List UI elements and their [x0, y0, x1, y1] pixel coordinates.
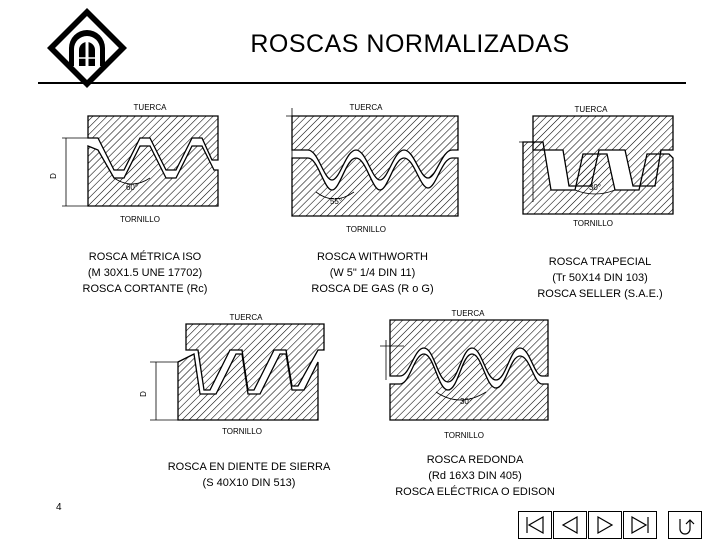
angle-label: 60° [126, 183, 138, 192]
first-slide-button[interactable] [518, 511, 552, 539]
screw-profile [87, 145, 219, 207]
next-slide-button[interactable] [588, 511, 622, 539]
nut-label: TUERCA [452, 309, 486, 318]
previous-icon [561, 515, 578, 535]
caption-line: (S 40X10 DIN 513) [202, 477, 296, 489]
next-icon [597, 515, 614, 535]
caption-line: ROSCA ELÉCTRICA O EDISON [395, 486, 555, 498]
screw-label: TORNILLO [120, 215, 160, 224]
caption-line: ROSCA REDONDA [426, 454, 524, 466]
screw-label: TORNILLO [346, 225, 386, 234]
first-icon [526, 515, 544, 535]
title-divider [38, 82, 686, 84]
screw-profile [291, 157, 459, 217]
screw-profile [522, 141, 674, 215]
caption-line: ROSCA EN DIENTE DE SIERRA [167, 461, 331, 473]
caption-line: (Rd 16X3 DIN 405) [428, 470, 522, 482]
caption-line: (M 30X1.5 UNE 17702) [87, 267, 203, 279]
nut-profile [185, 323, 325, 391]
withworth-thread-diagram: TUERCA TORNILLO 55° [286, 103, 459, 234]
diameter-label: D [49, 173, 58, 179]
page-title: ROSCAS NORMALIZADAS [250, 30, 570, 58]
caption-line: ROSCA TRAPECIAL [548, 256, 652, 268]
last-icon [631, 515, 649, 535]
caption-line: ROSCA SELLER (S.A.E.) [537, 288, 663, 300]
slide-navigation [518, 511, 703, 539]
angle-label: 55° [330, 197, 342, 206]
caption-line: ROSCA WITHWORTH [316, 251, 428, 263]
university-logo [47, 8, 127, 88]
screw-label: TORNILLO [573, 219, 613, 228]
nut-label: TUERCA [350, 103, 384, 112]
caption-line: (Tr 50X14 DIN 103) [552, 272, 648, 284]
nut-label: TUERCA [230, 313, 264, 322]
page-number: 4 [56, 502, 62, 513]
buttress-thread-caption: ROSCA EN DIENTE DE SIERRA (S 40X10 DIN 5… [150, 459, 348, 491]
metric-thread-caption: ROSCA MÉTRICA ISO (M 30X1.5 UNE 17702) R… [60, 249, 230, 297]
caption-line: ROSCA DE GAS (R o G) [311, 283, 434, 295]
caption-line: ROSCA MÉTRICA ISO [88, 251, 202, 263]
nut-label: TUERCA [575, 105, 609, 114]
caption-line: ROSCA CORTANTE (Rc) [82, 283, 208, 295]
previous-slide-button[interactable] [553, 511, 587, 539]
last-slide-button[interactable] [623, 511, 657, 539]
return-icon [679, 519, 695, 535]
nut-profile [389, 319, 549, 383]
nut-profile [291, 115, 459, 181]
return-button[interactable] [668, 511, 702, 539]
caption-line: (W 5" 1/4 DIN 11) [329, 267, 416, 279]
round-thread-caption: ROSCA REDONDA (Rd 16X3 DIN 405) ROSCA EL… [380, 452, 570, 500]
diameter-label: D [139, 391, 148, 397]
buttress-thread-diagram: TUERCA TORNILLO D [139, 313, 325, 436]
round-thread-diagram: TUERCA TORNILLO 30° [380, 309, 549, 440]
angle-label: 30° [589, 183, 601, 192]
nut-label: TUERCA [134, 103, 168, 112]
nut-profile [87, 115, 219, 171]
screw-label: TORNILLO [444, 431, 484, 440]
screw-profile [177, 353, 319, 421]
trapezoidal-thread-caption: ROSCA TRAPECIAL (Tr 50X14 DIN 103) ROSCA… [520, 254, 680, 302]
screw-profile [389, 353, 549, 421]
nut-profile [532, 115, 674, 187]
withworth-thread-caption: ROSCA WITHWORTH (W 5" 1/4 DIN 11) ROSCA … [290, 249, 455, 297]
screw-label: TORNILLO [222, 427, 262, 436]
angle-label: 30° [460, 397, 472, 406]
trapezoidal-thread-diagram: TUERCA TORNILLO 30° [519, 105, 674, 228]
metric-thread-diagram: TUERCA TORNILLO 60° D [49, 103, 219, 224]
